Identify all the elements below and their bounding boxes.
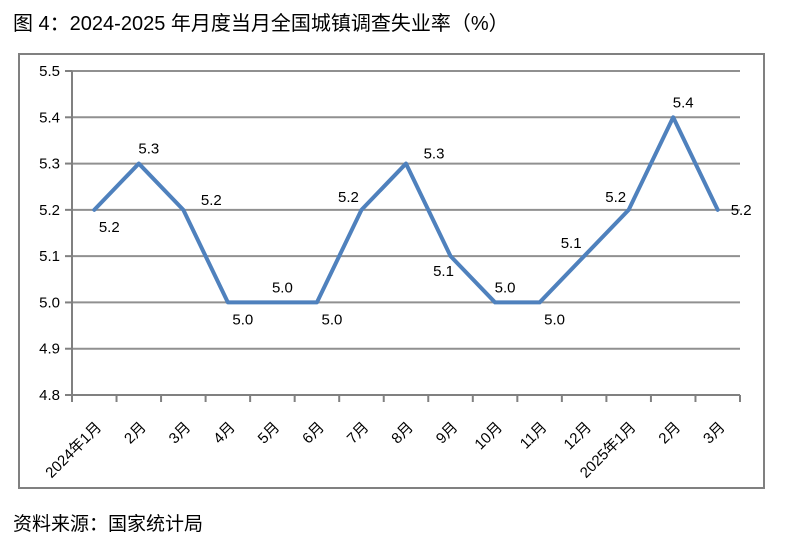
data-label: 5.1	[561, 235, 582, 252]
chart-svg: 4.8 4.9 5.0 5.1 5.2 5.3 5.4 5.5 2024年1月 2月 3月 4月 5月 6…	[39, 63, 752, 482]
x-tick-label: 3月	[700, 419, 729, 448]
y-tick-label: 4.9	[39, 341, 60, 358]
x-tick-label: 5月	[255, 419, 284, 448]
data-label: 5.4	[673, 94, 694, 111]
data-label: 5.0	[495, 279, 516, 296]
x-tick-label: 4月	[210, 419, 239, 448]
y-tick-label: 4.8	[39, 387, 60, 404]
source-note: 资料来源：国家统计局	[13, 514, 204, 535]
x-tick-label: 3月	[166, 419, 195, 448]
chart-frame: 4.8 4.9 5.0 5.1 5.2 5.3 5.4 5.5 2024年1月 2月 3月 4月 5月 6…	[18, 53, 765, 489]
x-tick-label: 2月	[656, 419, 685, 448]
series-line	[92, 115, 720, 305]
x-tick-label: 2024年1月	[42, 419, 105, 482]
figure-title: 图 4：2024-2025 年月度当月全国城镇调查失业率（%）	[13, 13, 509, 35]
y-tick-label: 5.4	[39, 109, 60, 126]
y-tick-label: 5.1	[39, 248, 60, 265]
data-label: 5.0	[544, 311, 565, 328]
data-label: 5.0	[232, 311, 253, 328]
x-tick-label: 6月	[299, 419, 328, 448]
y-tick-label: 5.3	[39, 156, 60, 173]
data-label: 5.1	[433, 263, 454, 280]
data-label: 5.2	[731, 202, 752, 219]
data-label: 5.0	[272, 279, 293, 296]
data-label: 5.2	[605, 189, 626, 206]
data-label: 5.2	[99, 219, 120, 236]
y-tick-label: 5.0	[39, 294, 60, 311]
x-tick-label: 7月	[344, 419, 373, 448]
data-label: 5.2	[338, 189, 359, 206]
x-tick-label: 10月	[471, 419, 505, 453]
y-tick-label: 5.5	[39, 63, 60, 80]
y-tick-label: 5.2	[39, 202, 60, 219]
data-label: 5.3	[424, 146, 445, 163]
data-label: 5.2	[201, 192, 222, 209]
data-label: 5.3	[138, 141, 159, 158]
x-tick-label: 9月	[433, 419, 462, 448]
x-tick-label: 12月	[561, 419, 595, 453]
x-tick-label: 8月	[388, 419, 417, 448]
x-tick-label: 2月	[121, 419, 150, 448]
x-tick-label: 11月	[517, 419, 551, 453]
data-label: 5.0	[322, 311, 343, 328]
